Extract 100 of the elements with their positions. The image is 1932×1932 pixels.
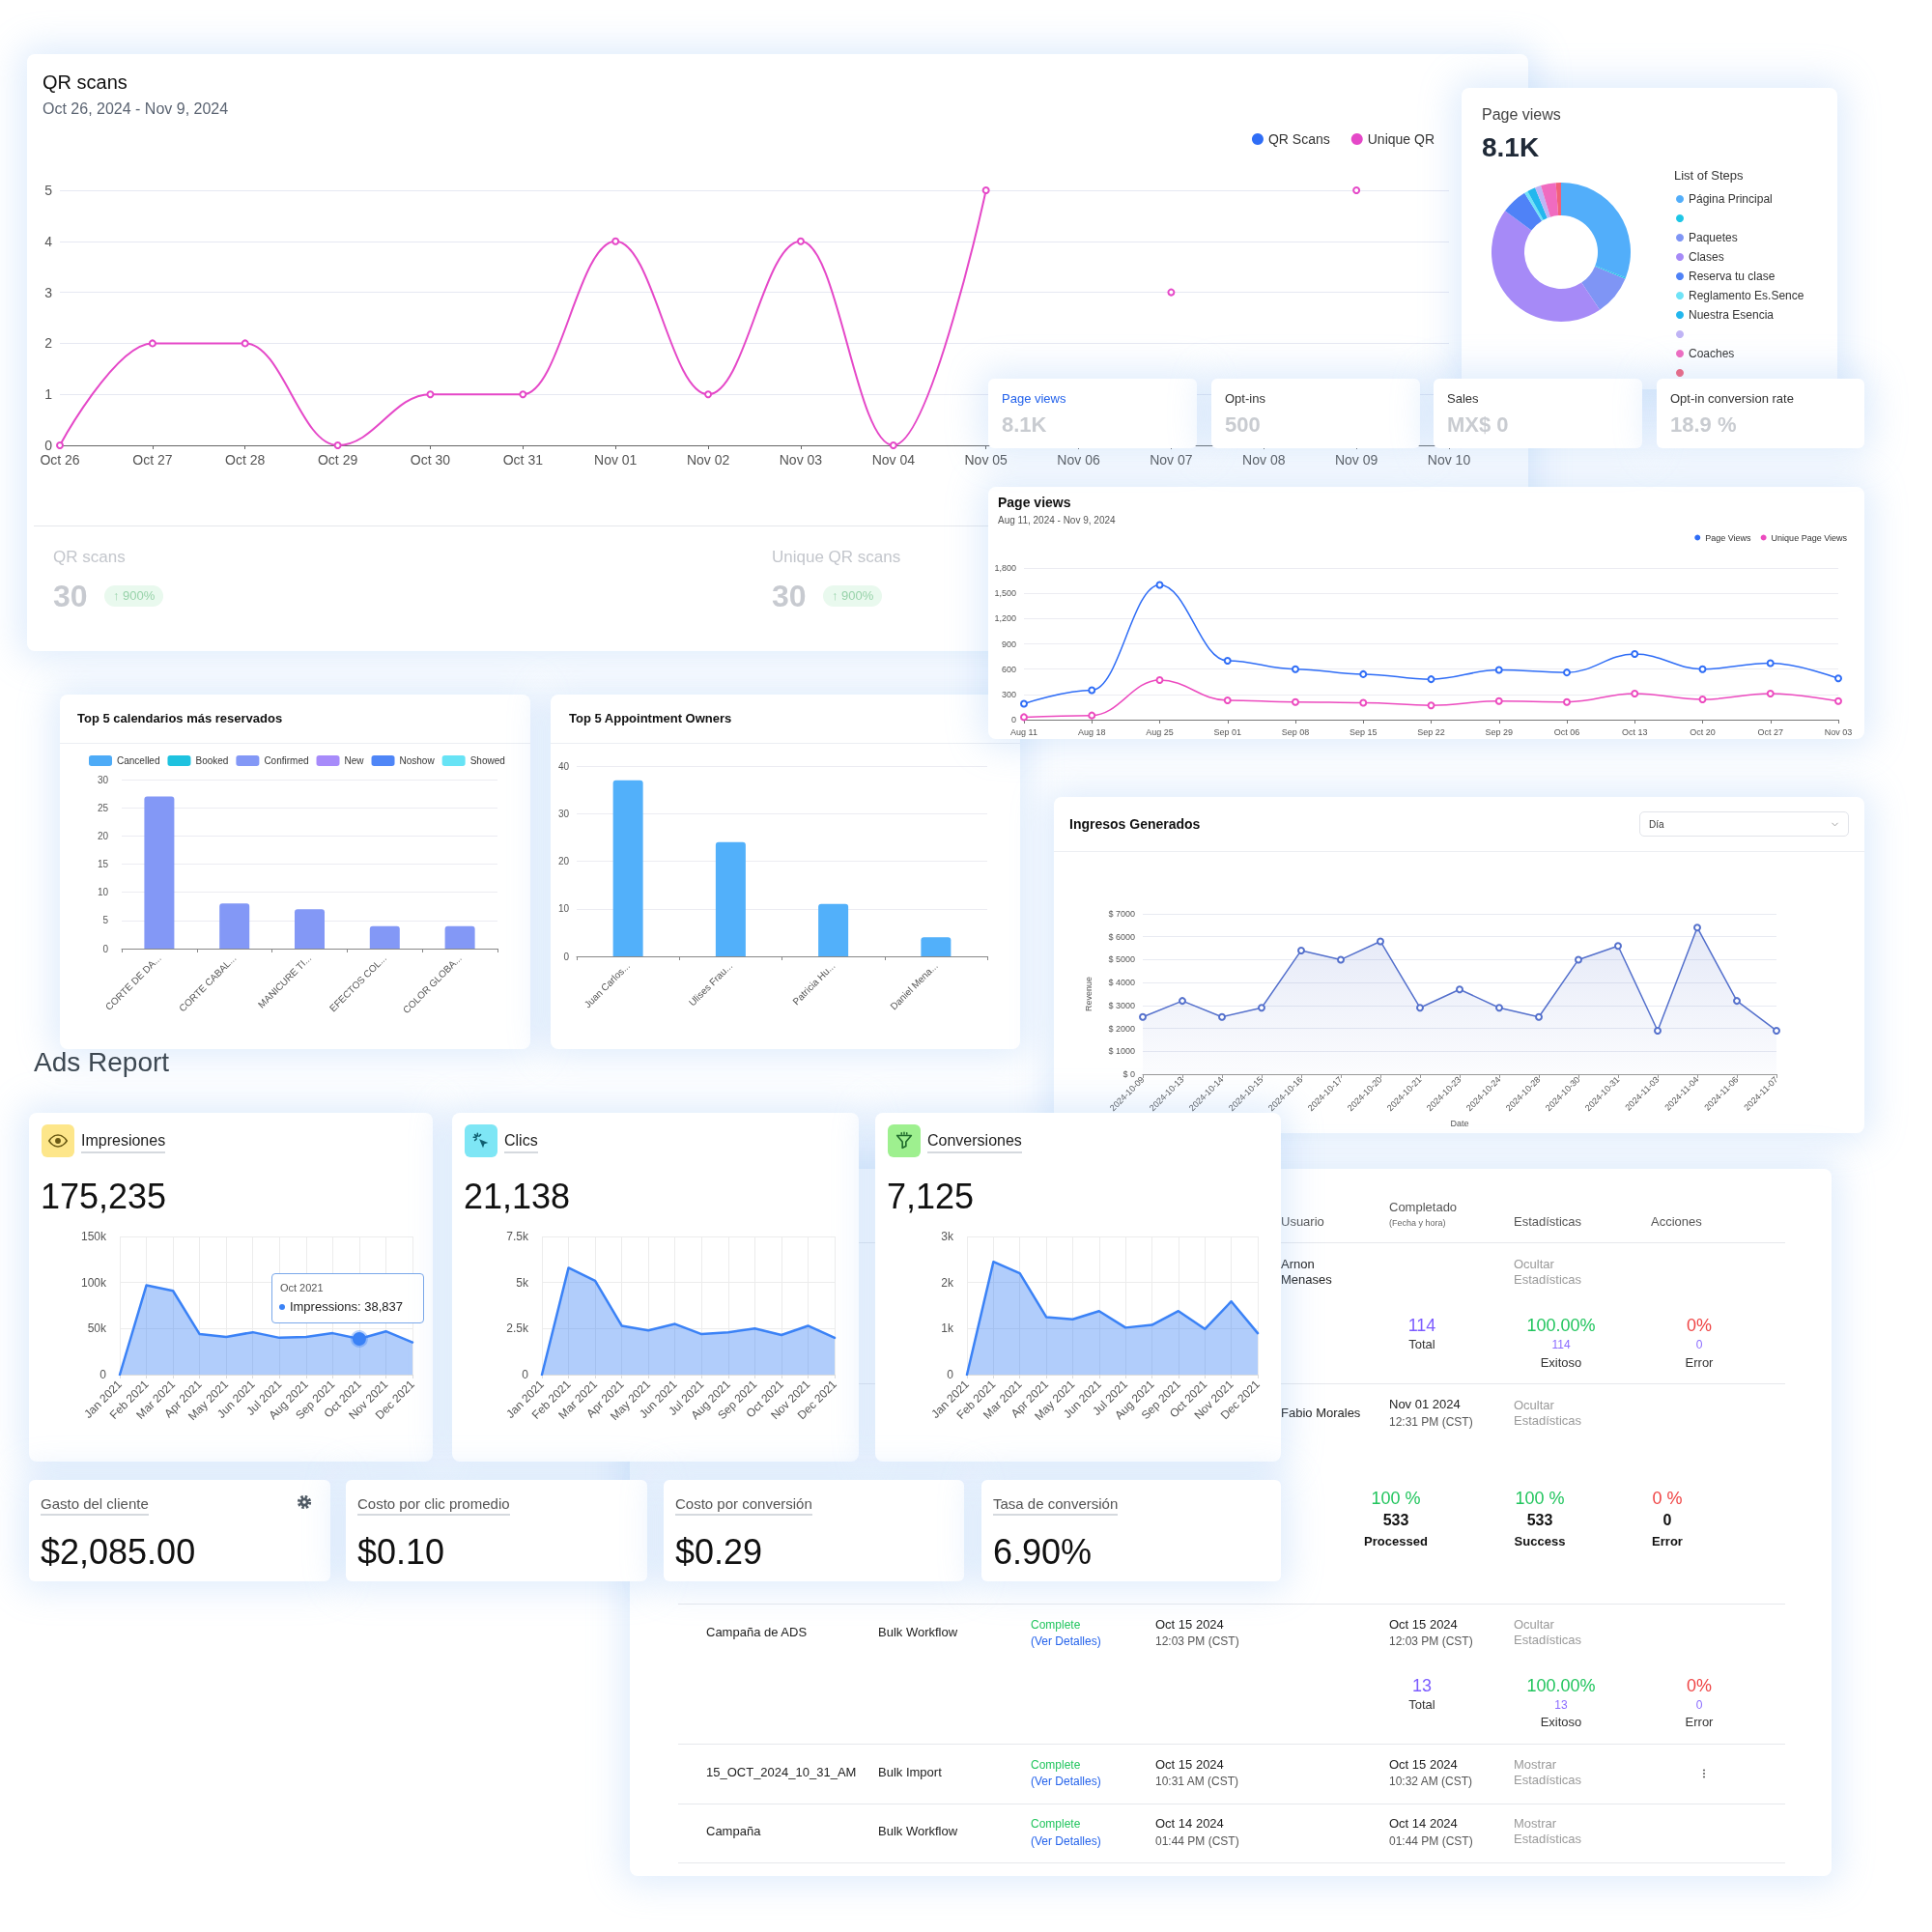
legend-label: Página Principal <box>1689 192 1773 206</box>
x-tick-label: Nov 04 <box>871 452 916 468</box>
text: Ads Report <box>34 1045 170 1079</box>
chart-subtitle: 21,138 <box>464 1175 571 1218</box>
y-tick-label: 5 <box>44 183 53 198</box>
text: Bulk Import <box>878 1765 942 1780</box>
text: 114 <box>1407 1314 1436 1337</box>
x-tick-label: Oct 27 <box>132 452 173 468</box>
text: 100 % <box>1515 1487 1565 1510</box>
text: Acciones <box>1651 1214 1702 1230</box>
y-tick-label: 10 <box>97 887 109 898</box>
y-tick-label: 0 <box>102 943 109 954</box>
text: $0.10 <box>357 1530 445 1574</box>
y-tick-label: 300 <box>1001 689 1016 699</box>
text: Error <box>1652 1534 1683 1549</box>
y-tick-label: 1,200 <box>994 613 1016 624</box>
y-tick-label: 900 <box>1001 639 1016 649</box>
text: Usuario <box>1281 1214 1324 1230</box>
y-tick-label: 4 <box>44 233 53 249</box>
x-tick-label: Nov 02 <box>686 452 730 468</box>
x-tick-label: Aug 11 <box>1010 726 1037 737</box>
legend-label: Reglamento Es.Sence <box>1689 289 1804 302</box>
text: QR scans <box>53 546 126 567</box>
y-tick-label: 1k <box>941 1321 954 1336</box>
y-tick-label: 0 <box>563 951 570 962</box>
text: Campaña <box>706 1824 761 1839</box>
text: Nov 01 2024 <box>1389 1397 1461 1412</box>
text: Page views <box>1482 105 1561 125</box>
y-tick-label: $ 6000 <box>1108 931 1135 942</box>
legend-label: Showed <box>469 755 505 766</box>
y-tick-label: $ 2000 <box>1108 1023 1135 1034</box>
y-tick-label: 25 <box>97 802 109 813</box>
text: Error <box>1685 1355 1714 1371</box>
chart-title: Page views <box>998 494 1071 511</box>
text: ↑ 900% <box>823 585 883 607</box>
chart-title: Top 5 Appointment Owners <box>569 711 732 726</box>
x-tick-label: Nov 08 <box>1242 452 1286 468</box>
text: Oct 15 2024 <box>1389 1757 1458 1773</box>
text: Campaña de ADS <box>706 1625 808 1640</box>
x-tick-label: Oct 06 <box>1553 726 1580 737</box>
text: 0 % <box>1652 1487 1683 1510</box>
x-tick-label: Oct 13 <box>1621 726 1648 737</box>
y-tick-label: 7.5k <box>506 1230 529 1243</box>
y-tick-label: 0 <box>947 1368 954 1381</box>
text: (Ver Detalles) <box>1031 1634 1101 1649</box>
text: 100.00% <box>1526 1674 1596 1697</box>
y-tick-label: 10 <box>557 903 570 915</box>
x-tick-label: Sep 29 <box>1485 726 1514 737</box>
legend-title: List of Steps <box>1674 168 1744 184</box>
legend-label: Noshow <box>399 755 436 766</box>
legend-label: Clases <box>1689 250 1724 264</box>
y-tick-label: 20 <box>557 856 570 867</box>
text: 13 <box>1554 1697 1568 1713</box>
text: Arnon Menases <box>1281 1257 1333 1288</box>
text: 10:31 AM (CST) <box>1155 1774 1239 1789</box>
text: 0 <box>1662 1511 1672 1530</box>
text: $0.29 <box>675 1530 763 1574</box>
legend-label: Booked <box>195 755 229 766</box>
legend-label: Unique QR <box>1367 131 1435 147</box>
chart-title: Conversiones <box>927 1131 1022 1153</box>
x-axis-title: Date <box>1450 1119 1469 1129</box>
text: 30 <box>772 578 807 615</box>
x-tick-label: Oct 20 <box>1690 726 1716 737</box>
legend-label: Unique Page Views <box>1771 532 1848 543</box>
text: Oct 15 2024 <box>1389 1617 1458 1633</box>
y-tick-label: $ 7000 <box>1108 909 1135 919</box>
x-tick-label: Oct 27 <box>1757 726 1784 737</box>
legend-label: Reserva tu clase <box>1689 270 1776 283</box>
text: 10:32 AM (CST) <box>1389 1774 1473 1789</box>
chart-title: Impresiones <box>81 1131 166 1153</box>
legend-label: Cancelled <box>117 755 160 766</box>
text: Success <box>1514 1534 1566 1549</box>
legend-label: Paquetes <box>1689 231 1738 244</box>
text: Tasa de conversión <box>993 1493 1119 1516</box>
text: $2,085.00 <box>41 1530 196 1574</box>
x-tick-label: Oct 31 <box>502 452 544 468</box>
y-tick-label: 0 <box>99 1368 107 1381</box>
chart-subtitle: 175,235 <box>41 1175 167 1218</box>
tooltip: Oct 2021 Impressions: 38,837 <box>270 1272 424 1323</box>
text: 12:31 PM (CST) <box>1389 1414 1473 1430</box>
text: Total <box>1408 1697 1435 1713</box>
text: Costo por conversión <box>675 1493 812 1516</box>
legend-label: Page Views <box>1705 532 1752 543</box>
text: Oct 15 2024 <box>1155 1617 1224 1633</box>
text: 01:44 PM (CST) <box>1389 1833 1473 1849</box>
y-tick-label: 100k <box>80 1275 107 1290</box>
text: Exitoso <box>1540 1355 1582 1371</box>
y-tick-label: 0 <box>1010 715 1016 724</box>
x-tick-label: Nov 10 <box>1427 452 1471 468</box>
y-tick-label: 150k <box>80 1230 107 1243</box>
text: Ocultar Estadísticas <box>1514 1398 1583 1429</box>
chart-subtitle: Oct 26, 2024 - Nov 9, 2024 <box>43 99 229 119</box>
x-tick-label: Oct 30 <box>410 452 451 468</box>
text: Exitoso <box>1540 1715 1582 1730</box>
y-tick-label: 30 <box>557 808 570 819</box>
x-tick-label: Oct 29 <box>317 452 358 468</box>
text: 100 % <box>1371 1487 1421 1510</box>
text: Total <box>1408 1337 1435 1352</box>
text: 15_OCT_2024_10_31_AM <box>706 1765 857 1780</box>
x-tick-label: Aug 25 <box>1146 726 1174 737</box>
